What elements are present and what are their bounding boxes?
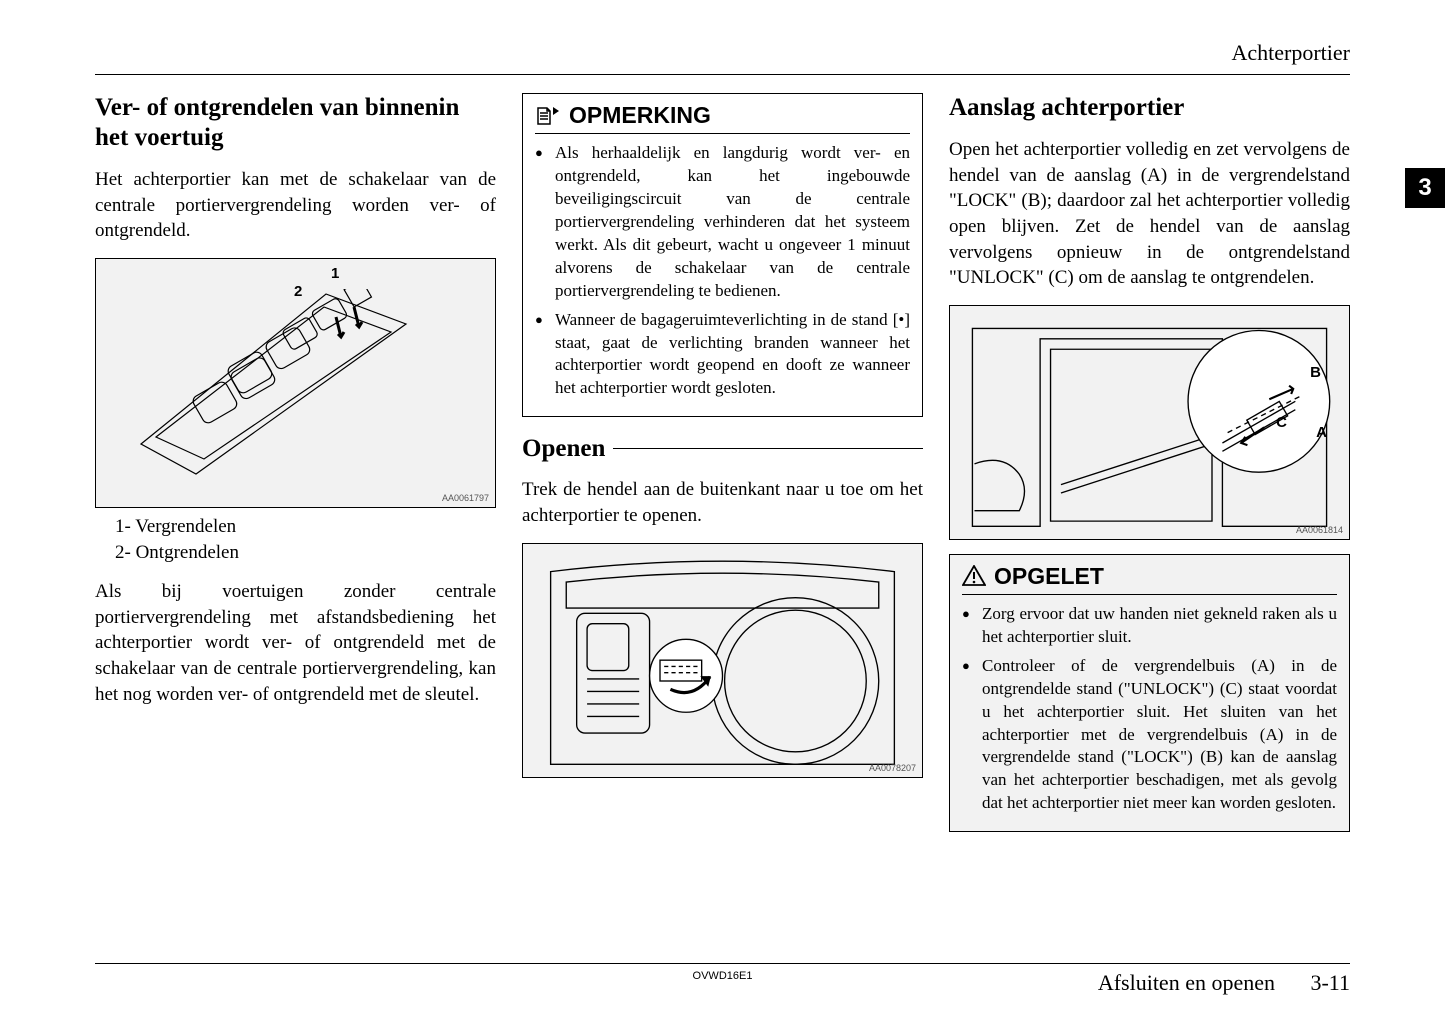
fig3-code: AA0061814 [1296, 525, 1343, 535]
page-footer: OVWD16E1 Afsluiten en openen 3-11 [95, 963, 1350, 996]
col2-heading-wrap: Openen [522, 435, 923, 463]
caution-bullet-2: Controleer of de vergrendelbuis (A) in d… [962, 655, 1337, 816]
column-3: Aanslag achterportier Open het achterpor… [949, 93, 1350, 832]
legend-1: 1- Vergrendelen [115, 514, 496, 540]
note-bullet-1: Als herhaaldelijk en langdurig wordt ver… [535, 142, 910, 303]
top-divider [95, 74, 1350, 75]
page-header: Achterportier [95, 40, 1350, 66]
content-columns: Ver- of ontgrendelen van binnenin het vo… [95, 93, 1350, 832]
footer-right: Afsluiten en openen 3-11 [1098, 970, 1350, 996]
warning-icon [962, 565, 986, 587]
note-bullets: Als herhaaldelijk en langdurig wordt ver… [535, 142, 910, 400]
fig1-label-1: 1 [331, 265, 339, 282]
footer-section: Afsluiten en openen [1098, 970, 1275, 995]
col1-heading: Ver- of ontgrendelen van binnenin het vo… [95, 93, 496, 153]
figure-door-stay: B C A AA0061814 [949, 305, 1350, 540]
col1-para1: Het achterportier kan met de schakelaar … [95, 167, 496, 244]
col3-para1: Open het achterportier volledig en zet v… [949, 137, 1350, 291]
figure-switch-panel: 1 2 AA0061797 [95, 258, 496, 508]
caution-title: OPGELET [994, 563, 1104, 590]
fig2-code: AA0078207 [869, 763, 916, 773]
note-heading: OPMERKING [535, 102, 910, 134]
fig1-code: AA0061797 [442, 493, 489, 503]
rear-door-svg [535, 556, 910, 775]
col2-heading: Openen [522, 435, 605, 463]
fig3-label-C: C [1276, 414, 1287, 431]
page-number: 3-11 [1310, 970, 1350, 995]
fig1-label-2: 2 [294, 283, 302, 300]
fig1-legend: 1- Vergrendelen 2- Ontgrendelen [115, 514, 496, 565]
col2-para1: Trek de hendel aan de buitenkant naar u … [522, 477, 923, 528]
caution-bullet-1: Zorg ervoor dat uw handen niet gekneld r… [962, 603, 1337, 649]
fig3-label-B: B [1310, 364, 1321, 381]
col1-para2: Als bij voertuigen zonder centrale porti… [95, 579, 496, 707]
caution-callout: OPGELET Zorg ervoor dat uw handen niet g… [949, 554, 1350, 832]
caution-bullets: Zorg ervoor dat uw handen niet gekneld r… [962, 603, 1337, 815]
page: Achterportier Ver- of ontgrendelen van b… [0, 0, 1445, 1026]
switch-panel-svg [136, 289, 416, 479]
note-bullet-2: Wanneer de bagageruimteverlichting in de… [535, 309, 910, 401]
column-2: OPMERKING Als herhaaldelijk en langdurig… [522, 93, 923, 832]
column-1: Ver- of ontgrendelen van binnenin het vo… [95, 93, 496, 832]
figure-rear-door: AA0078207 [522, 543, 923, 778]
fig3-label-A: A [1316, 424, 1327, 441]
doc-code: OVWD16E1 [693, 970, 753, 982]
note-callout: OPMERKING Als herhaaldelijk en langdurig… [522, 93, 923, 417]
col2-heading-rule [613, 448, 923, 450]
note-icon [535, 105, 561, 127]
note-title: OPMERKING [569, 102, 711, 129]
col3-heading: Aanslag achterportier [949, 93, 1350, 123]
caution-heading: OPGELET [962, 563, 1337, 595]
legend-2: 2- Ontgrendelen [115, 540, 496, 566]
